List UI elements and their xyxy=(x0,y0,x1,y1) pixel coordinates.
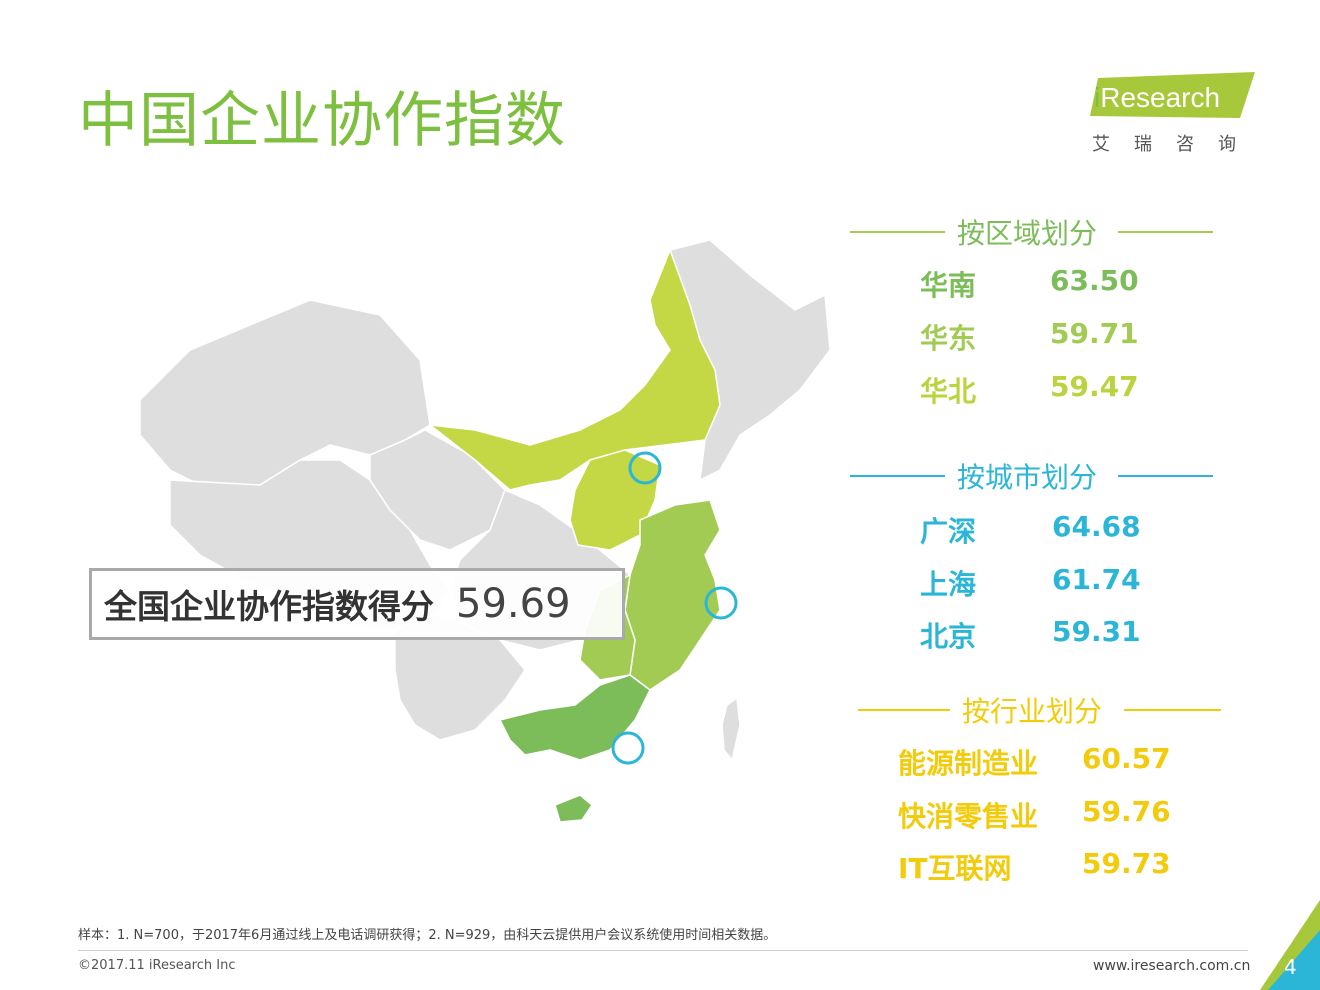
section-industry-line-left xyxy=(858,709,950,711)
region-row-1-label: 华南 xyxy=(920,269,977,302)
industry-row-2-label: 快消零售业 xyxy=(898,800,1039,833)
section-region-line-right xyxy=(1118,231,1213,233)
footer-divider xyxy=(78,950,1248,951)
section-city: 按城市划分 广深 64.68 上海 61.74 北京 59.31 xyxy=(850,456,1220,656)
marker-beijing-icon xyxy=(628,451,662,485)
city-row-3-label: 北京 xyxy=(920,620,977,653)
city-row-1-value: 64.68 xyxy=(1052,510,1141,543)
marker-shanghai-icon xyxy=(704,586,738,620)
section-region: 按区域划分 华南 63.50 华东 59.71 华北 59.47 xyxy=(850,212,1220,412)
section-industry-line-right xyxy=(1124,709,1221,711)
industry-row-1-value: 60.57 xyxy=(1082,742,1171,775)
map-region-dark-hainan xyxy=(554,794,593,823)
map-region-grey-taiwan xyxy=(721,697,741,761)
industry-row-2-value: 59.76 xyxy=(1082,795,1171,828)
page-title: 中国企业协作指数 xyxy=(78,86,566,156)
corner-decoration-icon xyxy=(1260,900,1320,990)
region-row-3-label: 华北 xyxy=(920,375,977,408)
section-city-title: 按城市划分 xyxy=(957,461,1098,494)
city-row-3-value: 59.31 xyxy=(1052,615,1141,648)
region-row-2-value: 59.71 xyxy=(1050,317,1139,350)
map-region-mid-east xyxy=(624,499,721,691)
industry-row-1-label: 能源制造业 xyxy=(898,747,1039,780)
section-city-header: 按城市划分 xyxy=(850,456,1220,496)
map-region-light-inner-mongolia xyxy=(429,249,721,491)
section-industry-header: 按行业划分 xyxy=(858,690,1228,730)
footer-copyright: ©2017.11 iResearch Inc xyxy=(78,958,236,973)
national-score-label: 全国企业协作指数得分 xyxy=(104,587,434,626)
page-number: 4 xyxy=(1284,955,1297,979)
logo-banner-icon xyxy=(1090,72,1255,118)
industry-row-3-label: IT互联网 xyxy=(898,852,1012,885)
city-row-2-value: 61.74 xyxy=(1052,563,1141,596)
map-region-dark-south xyxy=(499,674,651,761)
logo-brand-rest: Research xyxy=(1100,82,1221,113)
section-city-line-left xyxy=(850,475,945,477)
section-region-line-left xyxy=(850,231,945,233)
china-map xyxy=(139,239,831,823)
region-row-3-value: 59.47 xyxy=(1050,370,1139,403)
map-region-light-north xyxy=(569,449,661,551)
city-row-1-label: 广深 xyxy=(920,515,977,548)
section-industry-title: 按行业划分 xyxy=(962,695,1103,728)
national-score-value: 59.69 xyxy=(456,581,571,627)
iresearch-logo: iResearch 艾瑞咨询 xyxy=(1090,70,1265,155)
section-region-header: 按区域划分 xyxy=(850,212,1220,252)
marker-guangshen-icon xyxy=(611,731,645,765)
logo-brand: iResearch xyxy=(1090,82,1220,114)
logo-brand-i: i xyxy=(1094,82,1101,113)
section-industry: 按行业划分 能源制造业 60.57 快消零售业 59.76 IT互联网 59.7… xyxy=(858,690,1228,890)
city-row-2-label: 上海 xyxy=(920,568,977,601)
section-region-title: 按区域划分 xyxy=(957,217,1098,250)
industry-row-3-value: 59.73 xyxy=(1082,847,1171,880)
region-row-2-label: 华东 xyxy=(920,322,977,355)
national-score-box: 全国企业协作指数得分 59.69 xyxy=(89,568,625,640)
region-row-1-value: 63.50 xyxy=(1050,264,1139,297)
logo-subtitle: 艾瑞咨询 xyxy=(1092,134,1260,155)
footer-sample-note: 样本：1. N=700，于2017年6月通过线上及电话调研获得；2. N=929… xyxy=(78,928,777,943)
footer-website[interactable]: www.iresearch.com.cn xyxy=(1093,958,1251,974)
section-city-line-right xyxy=(1118,475,1213,477)
